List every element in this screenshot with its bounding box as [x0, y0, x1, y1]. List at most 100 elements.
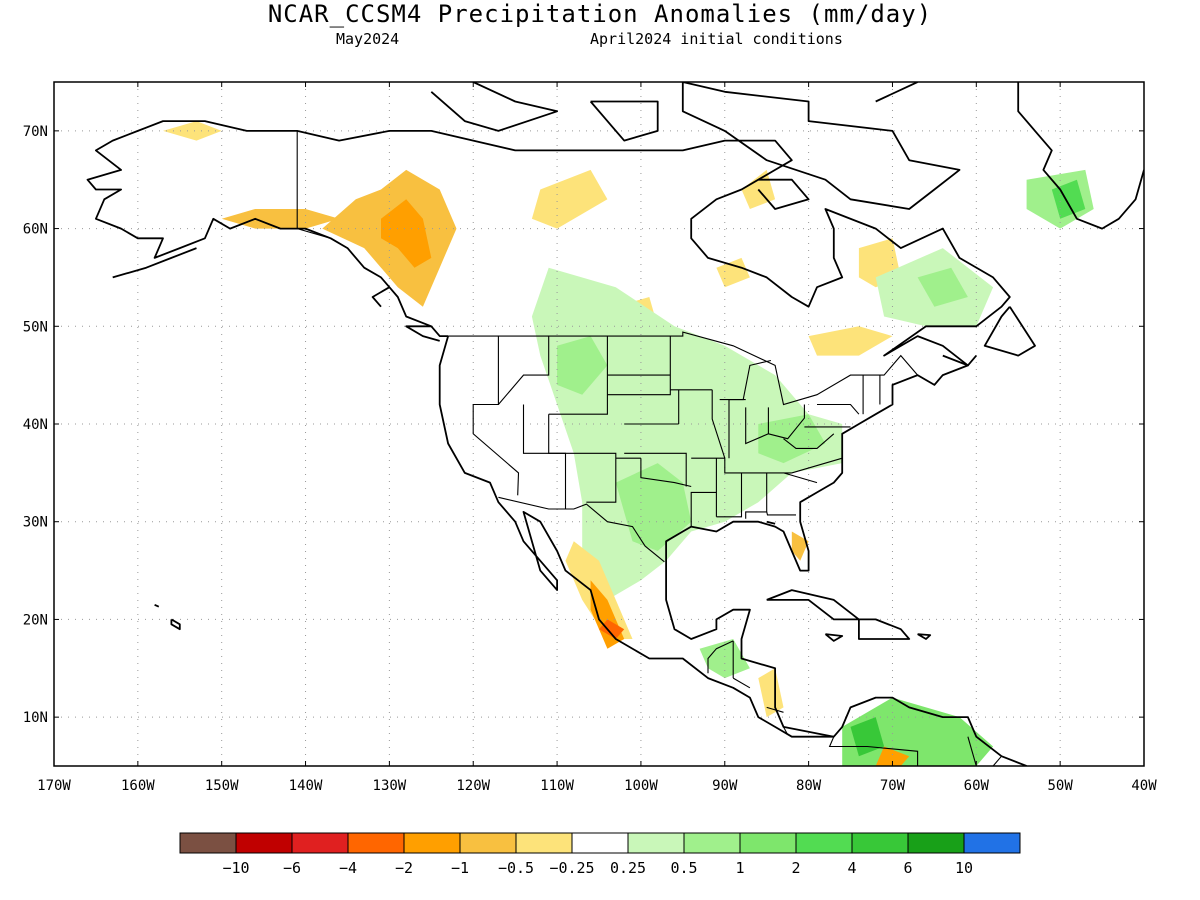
lon-tick-label: 50W: [1048, 778, 1074, 794]
colorbar-label: 4: [847, 859, 856, 877]
colorbar-swatch: [571, 832, 629, 854]
political-border: [716, 472, 743, 518]
coastline: [681, 82, 961, 210]
lon-tick-label: 80W: [796, 778, 822, 794]
political-border: [745, 472, 768, 519]
political-border: [783, 433, 835, 449]
political-border: [624, 452, 687, 487]
coastline: [858, 618, 911, 640]
political-border: [498, 496, 665, 563]
lat-tick-label: 70N: [23, 124, 48, 140]
lon-tick-label: 60W: [964, 778, 990, 794]
colorbar-label: 1: [735, 859, 744, 877]
colorbar-label: 6: [903, 859, 912, 877]
political-border: [719, 359, 772, 401]
coastline: [824, 633, 844, 642]
anomaly-patch: [163, 121, 222, 141]
coastline-layer: [86, 82, 1144, 766]
political-border: [607, 336, 671, 396]
lat-tick-label: 10N: [23, 710, 48, 726]
colorbar-swatch: [963, 832, 1021, 854]
political-border: [548, 336, 608, 415]
coastline: [917, 633, 932, 640]
political-border: [828, 736, 919, 766]
lon-tick-label: 90W: [712, 778, 738, 794]
anomaly-patch: [808, 326, 893, 356]
colorbar-swatch: [627, 832, 685, 854]
axis-labels: 70N 60N 50N 40N 30N 20N 10N 170W 160W 150W 140W 130…: [23, 82, 1157, 794]
colorbar-label: 0.5: [670, 859, 697, 877]
colorbar-label: −10: [222, 859, 249, 877]
initial-conditions: April2024 initial conditions: [590, 30, 843, 48]
lat-tick-label: 60N: [23, 222, 48, 238]
colorbar-label: −0.25: [549, 859, 594, 877]
political-border: [640, 458, 692, 488]
political-border: [707, 640, 734, 674]
coastline: [430, 82, 558, 132]
anomaly-patch: [531, 267, 843, 600]
anomaly-patch: [917, 267, 968, 307]
anomaly-patch: [758, 668, 784, 718]
anomaly-patch: [557, 336, 608, 395]
colorbar-swatch: [907, 832, 965, 854]
colorbar-label: −2: [395, 859, 413, 877]
coastline: [154, 603, 160, 608]
anomaly-patch: [875, 746, 910, 766]
colorbar-swatch: [347, 832, 405, 854]
anomaly-patch: [716, 257, 750, 288]
coastline: [1017, 82, 1144, 230]
political-border: [711, 389, 726, 459]
coastline: [766, 520, 776, 525]
lon-tick-label: 100W: [624, 778, 658, 794]
coastline: [757, 178, 810, 210]
colorbar-swatch: [403, 832, 461, 854]
coastline: [405, 325, 440, 342]
anomaly-layer: [163, 121, 1094, 766]
lon-tick-label: 110W: [540, 778, 574, 794]
coastline: [589, 100, 659, 142]
colorbar-swatch: [795, 832, 853, 854]
political-border: [497, 336, 550, 405]
colorbar-swatch: [459, 832, 517, 854]
lat-tick-label: 20N: [23, 612, 48, 628]
political-border: [732, 677, 751, 689]
coastline: [983, 306, 1036, 357]
coastline: [766, 589, 860, 621]
lat-tick-label: 50N: [23, 319, 48, 335]
political-border: [766, 706, 784, 713]
political-border: [522, 404, 617, 503]
colorbar-swatch: [683, 832, 741, 854]
map-title: NCAR_CCSM4 Precipitation Anomalies (mm/d…: [267, 0, 933, 28]
colorbar-swatch: [851, 832, 909, 854]
coastline: [438, 335, 1027, 766]
anomaly-patch: [221, 209, 340, 229]
colorbar: −10 −6 −4 −2 −1 −0.5 −0.25 0.25 0.5 1 2 4 6 10: [179, 832, 1021, 877]
political-border: [768, 404, 805, 440]
political-border: [472, 336, 520, 496]
lon-tick-label: 170W: [37, 778, 71, 794]
colorbar-swatch: [739, 832, 797, 854]
lon-tick-label: 40W: [1131, 778, 1157, 794]
colorbar-swatch: [179, 832, 237, 854]
coastline: [112, 247, 197, 279]
anomaly-patch: [531, 169, 608, 229]
anomaly-patch: [791, 531, 809, 561]
colorbar-label: −0.5: [498, 859, 534, 877]
colorbar-label: −4: [339, 859, 357, 877]
political-border: [783, 726, 789, 735]
political-border: [690, 491, 717, 527]
colorbar-swatch: [235, 832, 293, 854]
lon-tick-label: 130W: [373, 778, 407, 794]
anomaly-patch: [381, 199, 432, 268]
valid-month: May2024: [336, 30, 400, 48]
lon-tick-label: 140W: [289, 778, 323, 794]
political-border: [817, 403, 860, 415]
political-border: [967, 736, 977, 766]
coastline: [942, 354, 977, 367]
lat-tick-label: 40N: [23, 417, 48, 433]
colorbar-label: 10: [955, 859, 973, 877]
colorbar-label: −1: [451, 859, 469, 877]
political-border: [548, 414, 567, 509]
political-border: [992, 755, 1002, 766]
